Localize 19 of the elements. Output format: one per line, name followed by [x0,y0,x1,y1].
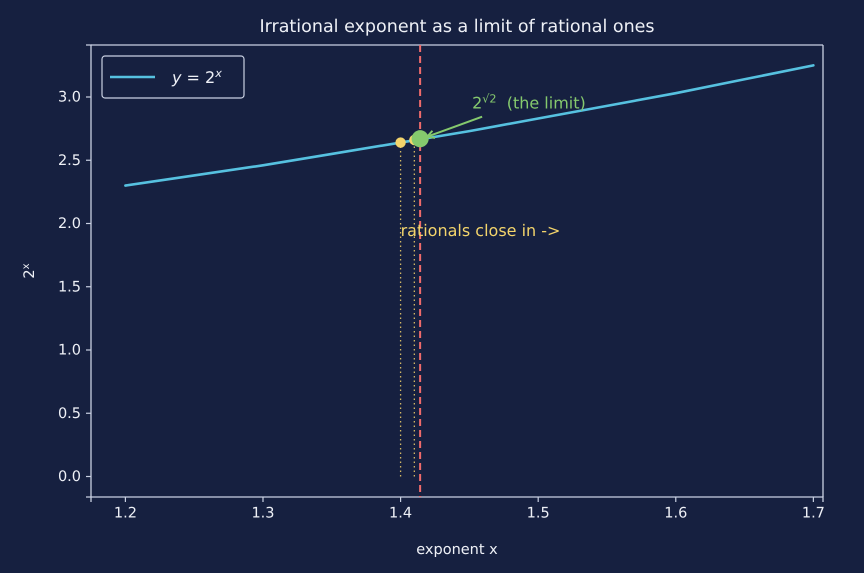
x-tick-label: 1.6 [664,505,688,522]
x-tick-label: 1.7 [802,505,825,522]
y-tick-label: 0.0 [58,469,81,486]
y-tick-label: 0.5 [58,406,81,422]
legend-label: y = 2$^{x}$ [171,66,222,87]
y-tick-label: 3.0 [58,90,81,106]
chart-title: Irrational exponent as a limit of rational ones [259,17,655,37]
x-tick-label: 1.2 [114,505,137,522]
annotation: rationals close in -> [400,221,560,240]
x-tick-label: 1.5 [526,505,550,522]
line-series [124,64,815,187]
y-tick-label: 2.5 [58,152,81,169]
y-tick-label: 2.0 [58,216,81,232]
x-axis-title: exponent x [416,542,498,558]
x-tick-label: 1.3 [251,505,275,522]
annotation: 2$^{√2}$ (the limit) [472,92,586,113]
x-tick-label: 1.4 [389,505,412,522]
y-tick-label: 1.0 [58,342,81,359]
y-tick-label: 1.5 [58,279,81,296]
